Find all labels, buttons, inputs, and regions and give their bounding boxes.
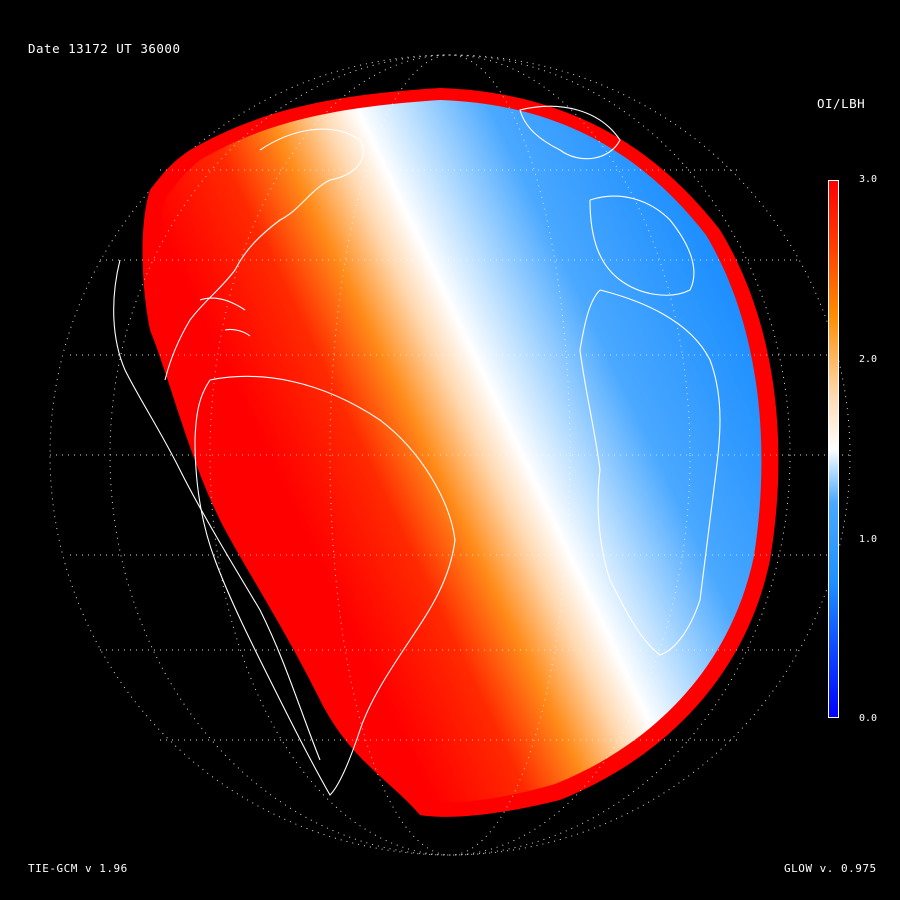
coastline-south-america [194, 375, 456, 796]
coastline-europe [589, 195, 695, 296]
coastline-west-america [113, 259, 321, 761]
coastlines [113, 105, 721, 796]
quantity-label: OI/LBH [817, 96, 866, 111]
model-version-label: TIE-GCM v 1.96 [28, 862, 128, 875]
day-side-ratio-field [158, 100, 762, 802]
colorbar-tick-label: 1.0 [859, 534, 878, 545]
coastline-africa [579, 289, 721, 656]
glow-version-label: GLOW v. 0.975 [784, 862, 877, 875]
colorbar-tick-label: 2.0 [859, 354, 878, 365]
colorbar-tick-label: 3.0 [859, 174, 878, 185]
colorbar [828, 180, 839, 718]
date-ut-label: Date 13172 UT 36000 [28, 41, 181, 56]
coastline-greenland [519, 105, 621, 160]
coastline-caribbean [199, 297, 251, 337]
colorbar-tick-label: 0.0 [859, 713, 878, 724]
coastline-north-america [164, 128, 364, 381]
